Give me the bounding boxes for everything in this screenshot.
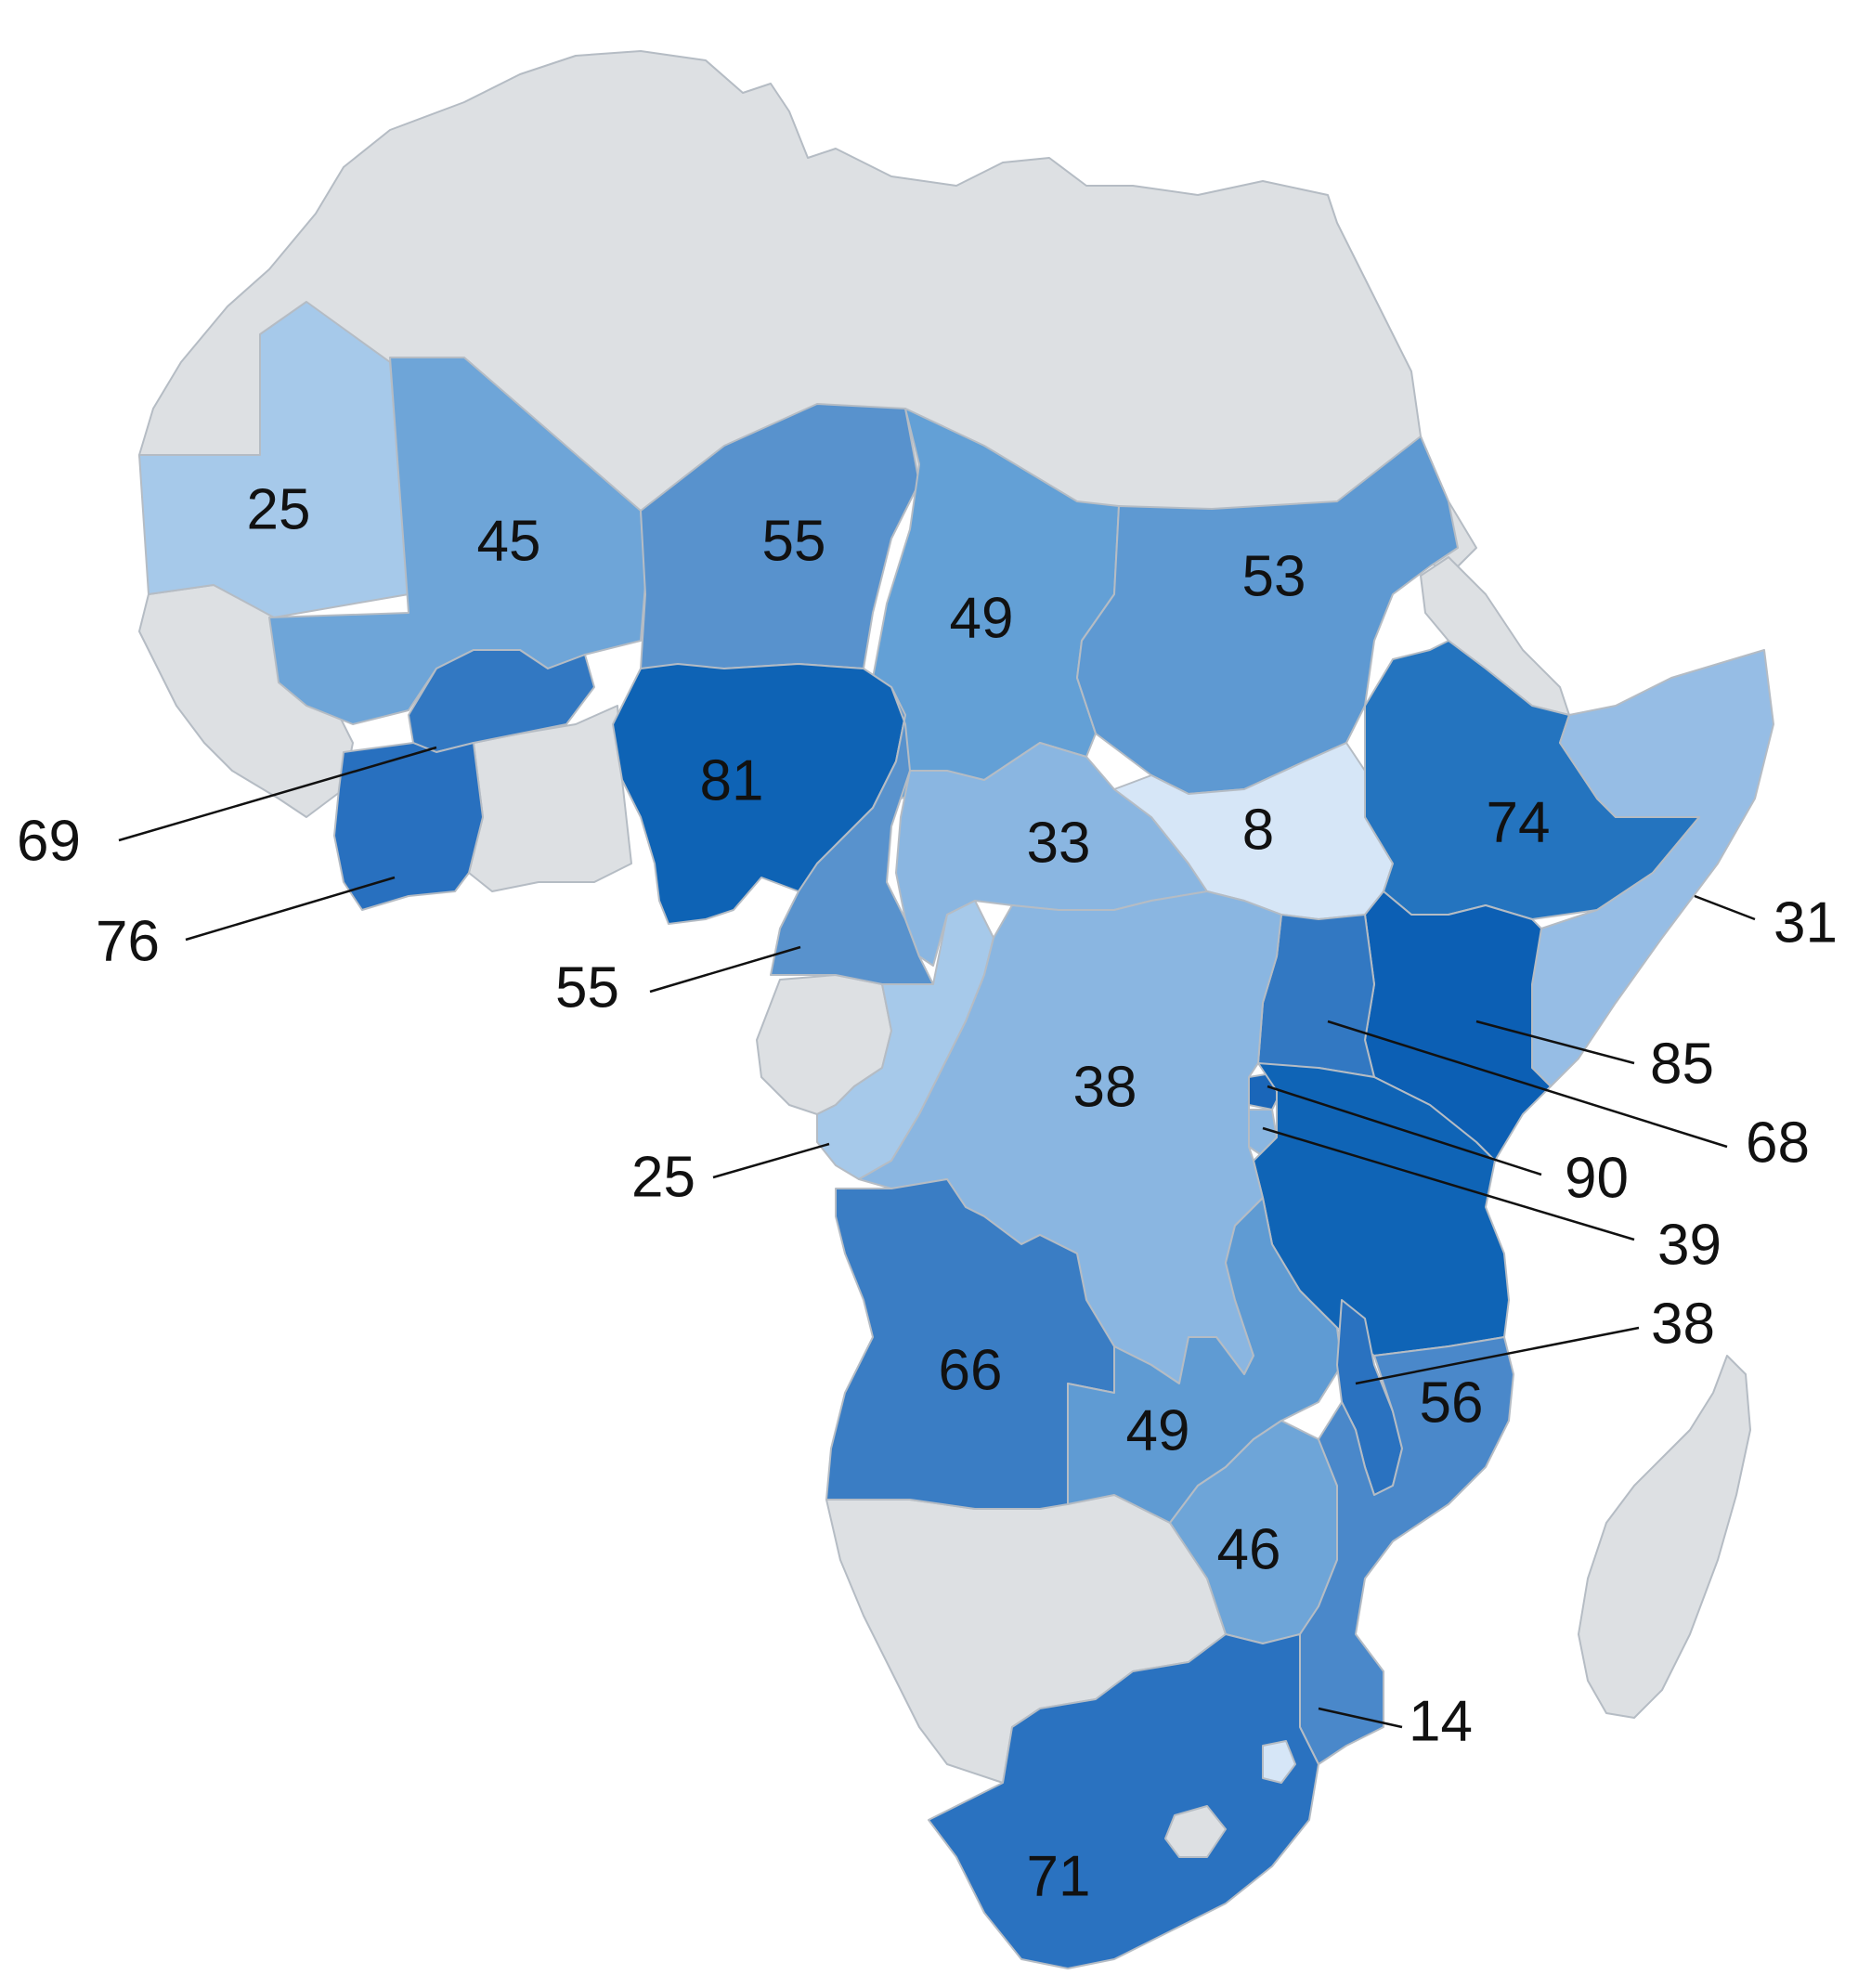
leader-burundi [1262, 1126, 1635, 1241]
label-nigeria: 81 [700, 748, 764, 812]
leader-uganda [1327, 1020, 1728, 1149]
cameroon-region [770, 686, 934, 985]
label-drc: 38 [1073, 1055, 1137, 1119]
label-malawi: 38 [1651, 1292, 1715, 1356]
south-africa-region [928, 1633, 1319, 1969]
mauritania-region [138, 301, 409, 618]
label-eswatini: 14 [1409, 1689, 1473, 1753]
label-south-africa: 71 [1027, 1844, 1091, 1908]
label-kenya: 85 [1650, 1032, 1714, 1096]
label-sudan: 53 [1242, 544, 1306, 608]
leader-cameroon [649, 945, 801, 994]
eswatini-region [1262, 1740, 1296, 1784]
label-mauritania: 25 [247, 477, 311, 541]
value-labels: 25 45 55 49 53 81 69 76 55 33 8 74 31 85… [17, 477, 1838, 1908]
leader-kenya [1475, 1020, 1635, 1065]
label-niger: 55 [762, 509, 826, 573]
madagascar [1578, 1355, 1751, 1719]
leader-burkina-faso [118, 746, 437, 842]
label-rwanda: 90 [1565, 1146, 1629, 1210]
leader-malawi [1355, 1326, 1640, 1385]
label-burundi: 39 [1657, 1213, 1722, 1277]
label-cameroon: 55 [555, 955, 619, 1020]
leader-cote-divoire [185, 876, 396, 942]
label-angola: 66 [939, 1338, 1003, 1402]
label-car: 33 [1027, 811, 1091, 875]
label-south-sudan: 8 [1242, 798, 1274, 862]
label-mozambique: 56 [1420, 1371, 1484, 1435]
sudan-region [1076, 435, 1459, 795]
data-countries [138, 301, 1774, 1969]
label-cote-divoire: 76 [96, 909, 160, 973]
label-uganda: 68 [1746, 1111, 1810, 1175]
label-mali: 45 [477, 509, 541, 573]
label-zambia: 49 [1126, 1398, 1190, 1462]
label-burkina-faso: 69 [17, 809, 81, 873]
lesotho-region [1164, 1805, 1227, 1858]
leader-congo-republic [712, 1142, 830, 1179]
label-chad: 49 [950, 586, 1014, 650]
label-congo-republic: 25 [631, 1145, 695, 1209]
leader-rwanda [1267, 1085, 1542, 1176]
cote-divoire-region [333, 742, 484, 911]
leader-eswatini [1318, 1707, 1403, 1729]
label-ethiopia: 74 [1487, 790, 1551, 854]
leader-somalia [1694, 894, 1756, 921]
label-somalia: 31 [1774, 890, 1838, 955]
leader-lines [118, 746, 1756, 1729]
label-zimbabwe: 46 [1217, 1517, 1281, 1581]
